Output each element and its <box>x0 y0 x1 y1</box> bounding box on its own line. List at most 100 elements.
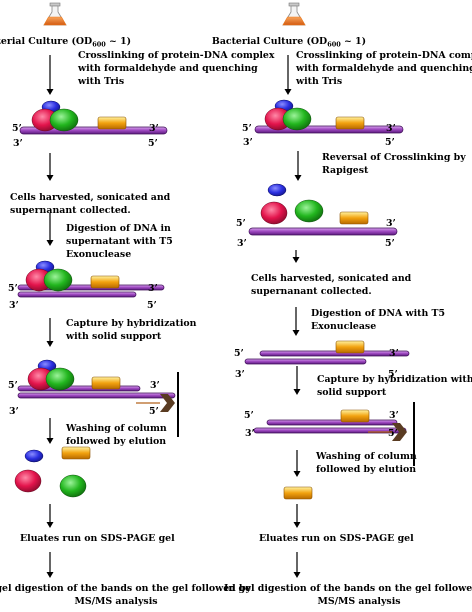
three-prime-label: 3’ <box>9 300 19 311</box>
left-crosslink-line-1: Crosslinking of protein-DNA complex <box>78 50 275 61</box>
left-wash-line-1: Washing of column <box>65 423 167 434</box>
left-ingel-line-1: In gel digestion of the bands on the gel… <box>0 583 252 594</box>
left-digest-line-1: Digestion of DNA in <box>66 223 171 234</box>
three-prime-label: 3’ <box>386 218 396 229</box>
yellow-protein <box>90 275 120 289</box>
down-arrow-icon <box>284 55 292 95</box>
blue-protein <box>267 183 287 197</box>
five-prime-label: 5’ <box>242 123 252 134</box>
right-digest-line-1: Digestion of DNA with T5 <box>311 308 445 319</box>
right-harvest-line-1: Cells harvested, sonicated and <box>251 273 412 284</box>
three-prime-label: 3’ <box>9 406 19 417</box>
left-wash-line-2: followed by elution <box>66 436 166 447</box>
flask-liquid <box>282 16 306 26</box>
down-arrow-icon <box>46 318 54 347</box>
flask-icon <box>43 2 67 26</box>
left-ingel-line-2: MS/MS analysis <box>74 596 157 607</box>
arrow-head <box>46 240 54 246</box>
three-prime-label: 3’ <box>149 123 159 134</box>
five-prime-label: 5’ <box>244 410 254 421</box>
five-prime-label: 5’ <box>8 283 18 294</box>
down-arrow-icon <box>292 307 300 336</box>
down-arrow-icon <box>46 153 54 181</box>
right-reversal-line-1: Reversal of Crosslinking by <box>322 152 466 163</box>
arrow-head <box>292 330 300 336</box>
culture-label: Bacterial Culture (OD600 ~ 1) <box>212 36 366 49</box>
blue-protein <box>24 449 44 463</box>
flask-icon <box>282 2 306 26</box>
green-protein <box>282 107 312 131</box>
down-arrow-icon <box>293 552 301 578</box>
three-prime-label: 3’ <box>386 123 396 134</box>
arrow-head <box>293 471 301 477</box>
red-protein <box>260 201 288 225</box>
yellow-protein <box>335 116 365 130</box>
three-prime-label: 3’ <box>13 138 23 149</box>
down-arrow-icon <box>293 504 301 528</box>
five-prime-label: 5’ <box>385 238 395 249</box>
flask-liquid <box>43 16 67 26</box>
left-crosslink-line-2: with formaldehyde and quenching <box>77 63 258 74</box>
left-harvest-line-2: supernanant collected. <box>10 205 131 216</box>
yellow-protein <box>339 211 369 225</box>
right-wash-line-1: Washing of column <box>315 451 417 462</box>
right-harvest-line-2: supernanant collected. <box>251 286 372 297</box>
right-crosslink-line-2: with formaldehyde and quenching <box>295 63 472 74</box>
flask-cap <box>49 2 61 7</box>
five-prime-label: 5’ <box>147 300 157 311</box>
culture-label-main: Bacterial Culture (OD <box>0 36 92 47</box>
down-arrow-icon <box>293 450 301 477</box>
culture-label-tail: ~ 1) <box>341 36 366 47</box>
culture-label-tail: ~ 1) <box>106 36 131 47</box>
left-crosslink-line-3: with Tris <box>77 76 124 87</box>
right-capture-line-2: solid support <box>317 387 387 398</box>
down-arrow-icon <box>46 55 54 95</box>
three-prime-label: 3’ <box>389 348 399 359</box>
right-capture-line-1: Capture by hybridization with <box>317 374 472 385</box>
down-arrow-icon <box>46 552 54 578</box>
down-arrow-icon <box>46 213 54 246</box>
yellow-protein <box>340 409 370 423</box>
three-prime-label: 3’ <box>148 283 158 294</box>
arrow-head <box>293 572 301 578</box>
dna-strand-bottom <box>244 358 367 365</box>
right-workflow: Bacterial Culture (OD600 ~ 1)Crosslinkin… <box>212 2 472 607</box>
culture-label-main: Bacterial Culture (OD <box>212 36 327 47</box>
yellow-protein <box>283 486 313 500</box>
yellow-protein <box>61 446 91 460</box>
yellow-protein <box>91 376 121 390</box>
three-prime-label: 3’ <box>237 238 247 249</box>
dna-strand-bottom <box>17 291 137 298</box>
five-prime-label: 5’ <box>385 137 395 148</box>
yellow-protein <box>97 116 127 130</box>
right-sds-line-1: Eluates run on SDS-PAGE gel <box>259 533 414 544</box>
arrow-head <box>46 572 54 578</box>
arrow-head <box>294 175 302 181</box>
solid-support-icon <box>136 372 179 437</box>
dna-duplex <box>248 227 398 236</box>
arrow-head <box>46 89 54 95</box>
flask-cap <box>288 2 300 7</box>
arrow-head <box>293 389 301 395</box>
five-prime-label: 5’ <box>12 123 22 134</box>
right-ingel-line-1: In gel digestion of the bands on the gel… <box>224 583 472 594</box>
right-wash-line-2: followed by elution <box>316 464 416 475</box>
three-prime-label: 3’ <box>389 410 399 421</box>
culture-label-sub: 600 <box>92 41 106 49</box>
red-protein <box>14 469 42 493</box>
arrow-head <box>46 438 54 444</box>
down-arrow-icon <box>292 250 300 263</box>
right-crosslink-line-3: with Tris <box>295 76 342 87</box>
left-capture-line-2: with solid support <box>65 331 162 342</box>
support-chevron <box>160 394 175 412</box>
arrow-head <box>293 522 301 528</box>
left-digest-line-3: Exonuclease <box>66 249 131 260</box>
five-prime-label: 5’ <box>148 138 158 149</box>
down-arrow-icon <box>293 366 301 395</box>
down-arrow-icon <box>46 504 54 528</box>
arrow-head <box>46 341 54 347</box>
five-prime-label: 5’ <box>236 218 246 229</box>
left-workflow: Bacterial Culture (OD600 ~ 1) Crosslinkin… <box>0 2 275 607</box>
